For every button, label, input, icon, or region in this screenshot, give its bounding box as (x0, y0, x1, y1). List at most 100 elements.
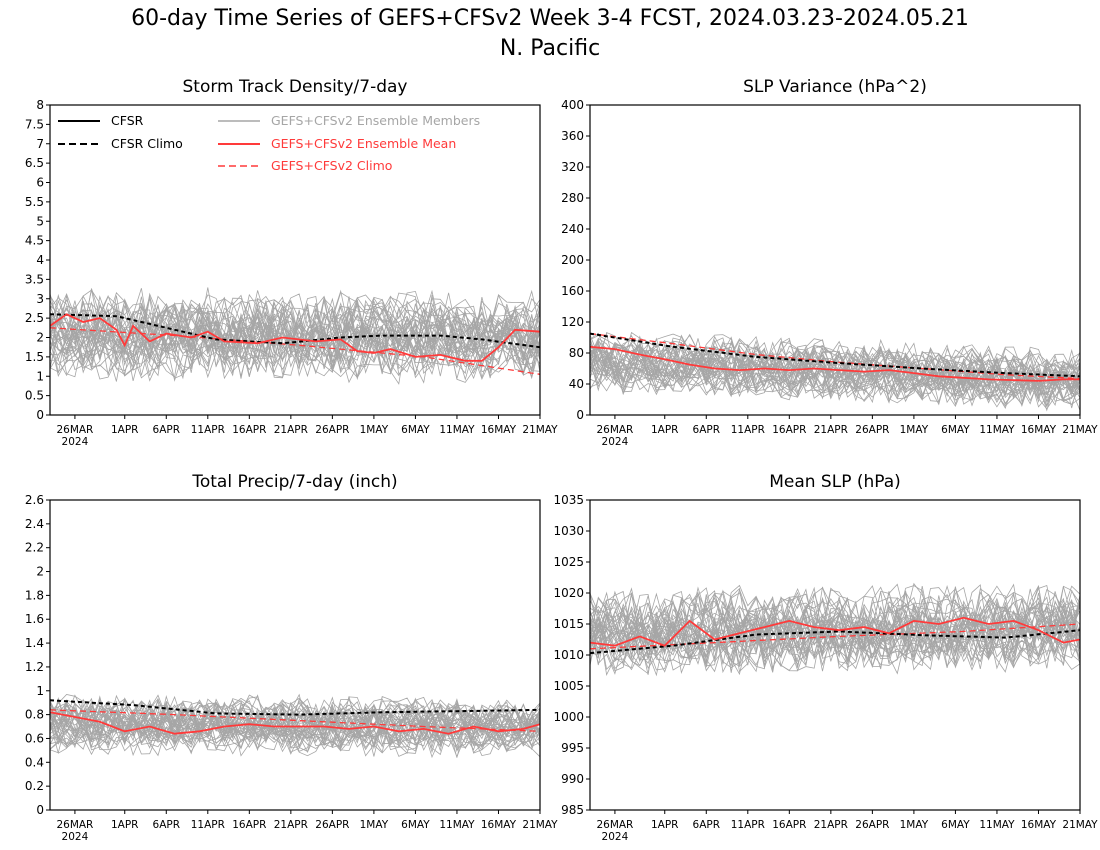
x-tick-label: 16APR (772, 424, 806, 436)
cfsr-climo-line (589, 629, 1081, 655)
x-tick-label: 21APR (274, 819, 308, 831)
y-tick-label: 6.5 (25, 156, 44, 170)
x-tick-label: 26APR (855, 424, 889, 436)
x-tick-label: 21MAY (1062, 819, 1098, 831)
y-tick-label: 5 (36, 214, 44, 228)
y-tick-label: 1015 (553, 617, 584, 631)
ensemble-member-line (49, 711, 541, 749)
y-tick-label: 995 (561, 741, 584, 755)
y-tick-label: 1035 (553, 493, 584, 507)
x-tick-label: 26MAR (56, 819, 93, 831)
chart-title: Total Precip/7-day (inch) (191, 472, 397, 492)
x-tick-label: 16MAY (481, 424, 517, 436)
x-tick-label: 26MAR (596, 819, 633, 831)
y-tick-label: 1.2 (25, 660, 44, 674)
y-tick-label: 160 (561, 284, 584, 298)
ensemble-member-line (589, 598, 1081, 654)
ensemble-member-line (589, 355, 1081, 407)
y-tick-label: 320 (561, 160, 584, 174)
x-tick-label: 16APR (232, 424, 266, 436)
chart-panel-3: Total Precip/7-day (inch)00.20.40.60.811… (25, 472, 558, 843)
y-tick-label: 0.5 (25, 389, 44, 403)
chart-title: Mean SLP (hPa) (769, 472, 901, 492)
ensemble-member-line (589, 614, 1081, 675)
ensemble-member-line (49, 288, 541, 346)
ensemble-member-line (49, 309, 541, 366)
x-tick-label: 26APR (315, 819, 349, 831)
y-tick-label: 120 (561, 315, 584, 329)
y-tick-label: 4.5 (25, 234, 44, 248)
y-tick-label: 7.5 (25, 117, 44, 131)
cfsr-climo-line (49, 699, 541, 716)
legend-cfsr-label: CFSR (111, 113, 144, 128)
x-tick-label: 6MAY (941, 424, 970, 436)
y-tick-label: 1 (36, 369, 44, 383)
y-tick-label: 8 (36, 98, 44, 112)
x-tick-label: 1MAY (360, 819, 389, 831)
y-tick-label: 4 (36, 253, 44, 267)
y-tick-label: 0.2 (25, 779, 44, 793)
ensemble-member-line (589, 611, 1081, 667)
ensemble-member-line (589, 603, 1081, 664)
x-year-label: 2024 (602, 831, 629, 843)
y-tick-label: 2 (36, 565, 44, 579)
x-tick-label: 21APR (814, 819, 848, 831)
x-tick-label: 16MAY (1021, 819, 1057, 831)
y-tick-label: 1000 (553, 710, 584, 724)
figure-title-line2: N. Pacific (499, 36, 601, 61)
chart-panel-4: Mean SLP (hPa) 985 990 995 1000 1005 1010 1015 1… (553, 472, 1098, 843)
ensemble-climo-line (49, 327, 541, 375)
chart-legend: CFSR CFSR Climo GEFS+CFSv2 Ensemble Member… (58, 113, 480, 173)
y-tick-label: 80 (569, 346, 584, 360)
y-tick-label: 2.6 (25, 493, 44, 507)
ensemble-member-line (589, 358, 1081, 406)
x-tick-label: 1MAY (900, 424, 929, 436)
x-tick-label: 11APR (191, 819, 225, 831)
ensemble-member-line (589, 616, 1081, 676)
y-tick-label: 0.8 (25, 708, 44, 722)
figure-title: 60-day Time Series of GEFS+CFSv2 Week 3-… (0, 4, 1100, 64)
x-tick-label: 6APR (693, 424, 721, 436)
ensemble-member-line (49, 708, 541, 745)
x-tick-label: 16MAY (1021, 424, 1057, 436)
x-tick-label: 21APR (814, 424, 848, 436)
ensemble-member-line (49, 324, 541, 379)
ensemble-climo-line (589, 623, 1081, 650)
cfsr-climo-line (589, 332, 1081, 378)
y-tick-label: 0 (576, 408, 584, 422)
y-tick-label: 2 (36, 331, 44, 345)
y-tick-label: 1020 (553, 586, 584, 600)
chart-panel-2: SLP Variance (hPa^2) 0 40 80 120 160 200 240 280… (561, 77, 1098, 448)
x-tick-label: 16APR (232, 819, 266, 831)
x-tick-label: 6MAY (401, 424, 430, 436)
ensemble-member-line (49, 720, 541, 758)
x-tick-label: 26APR (315, 424, 349, 436)
ensemble-mean-line (589, 616, 1081, 647)
y-tick-label: 985 (561, 803, 584, 817)
x-tick-label: 11APR (731, 819, 765, 831)
y-tick-label: 1030 (553, 524, 584, 538)
y-tick-label: 990 (561, 772, 584, 786)
ensemble-mean-line (49, 313, 541, 362)
plot-frame (49, 499, 541, 811)
x-tick-label: 6APR (153, 819, 181, 831)
ensemble-member-line (49, 322, 541, 379)
y-tick-label: 1.5 (25, 350, 44, 364)
y-tick-label: 280 (561, 191, 584, 205)
ensemble-members (49, 287, 541, 385)
ensemble-member-line (49, 298, 541, 354)
x-tick-label: 11APR (191, 424, 225, 436)
x-tick-label: 21MAY (522, 424, 558, 436)
y-tick-label: 7 (36, 137, 44, 151)
ensemble-member-line (49, 295, 541, 353)
y-tick-label: 0.6 (25, 731, 44, 745)
x-tick-label: 6APR (693, 819, 721, 831)
y-tick-label: 0.4 (25, 755, 44, 769)
y-tick-label: 2.2 (25, 541, 44, 555)
x-tick-label: 1APR (651, 424, 679, 436)
ensemble-member-line (589, 584, 1081, 642)
y-tick-label: 1.4 (25, 636, 44, 650)
ensemble-member-line (49, 322, 541, 383)
x-tick-label: 11MAY (439, 819, 475, 831)
